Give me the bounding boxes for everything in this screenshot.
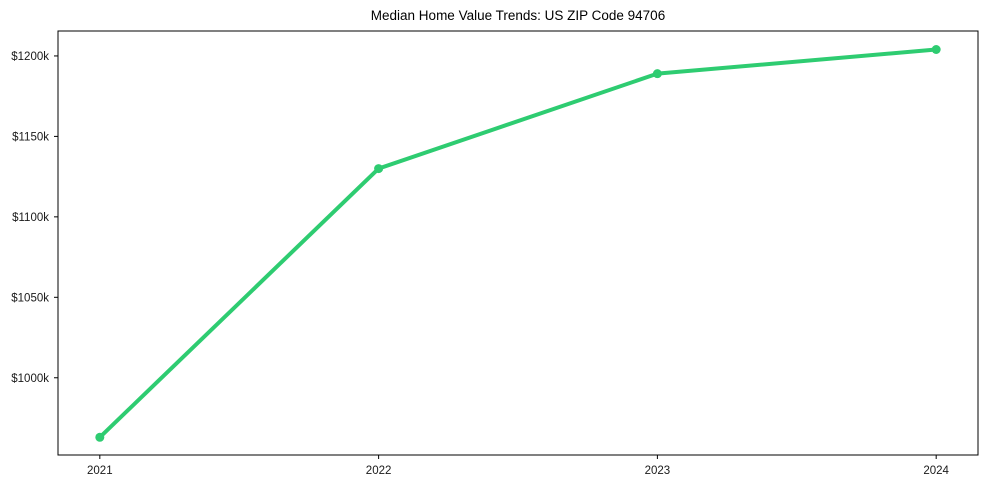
y-tick-label: $1050k <box>11 292 49 304</box>
x-tick-label: 2024 <box>923 465 949 477</box>
data-point-2022 <box>374 164 384 174</box>
data-point-2021 <box>95 432 105 442</box>
chart-title: Median Home Value Trends: US ZIP Code 94… <box>371 8 665 23</box>
plot-border <box>57 30 979 456</box>
x-tick-label: 2021 <box>87 465 113 477</box>
data-point-2024 <box>931 45 941 55</box>
y-tick-label: $1000k <box>11 373 49 385</box>
trend-line <box>97 47 939 440</box>
y-tick-label: $1100k <box>12 212 49 224</box>
x-tick-label: 2023 <box>645 465 671 477</box>
y-tick-label: $1200k <box>11 51 49 63</box>
y-tick-label: $1150k <box>12 131 49 143</box>
x-tick-label: 2022 <box>366 465 392 477</box>
data-point-2023 <box>652 69 662 79</box>
